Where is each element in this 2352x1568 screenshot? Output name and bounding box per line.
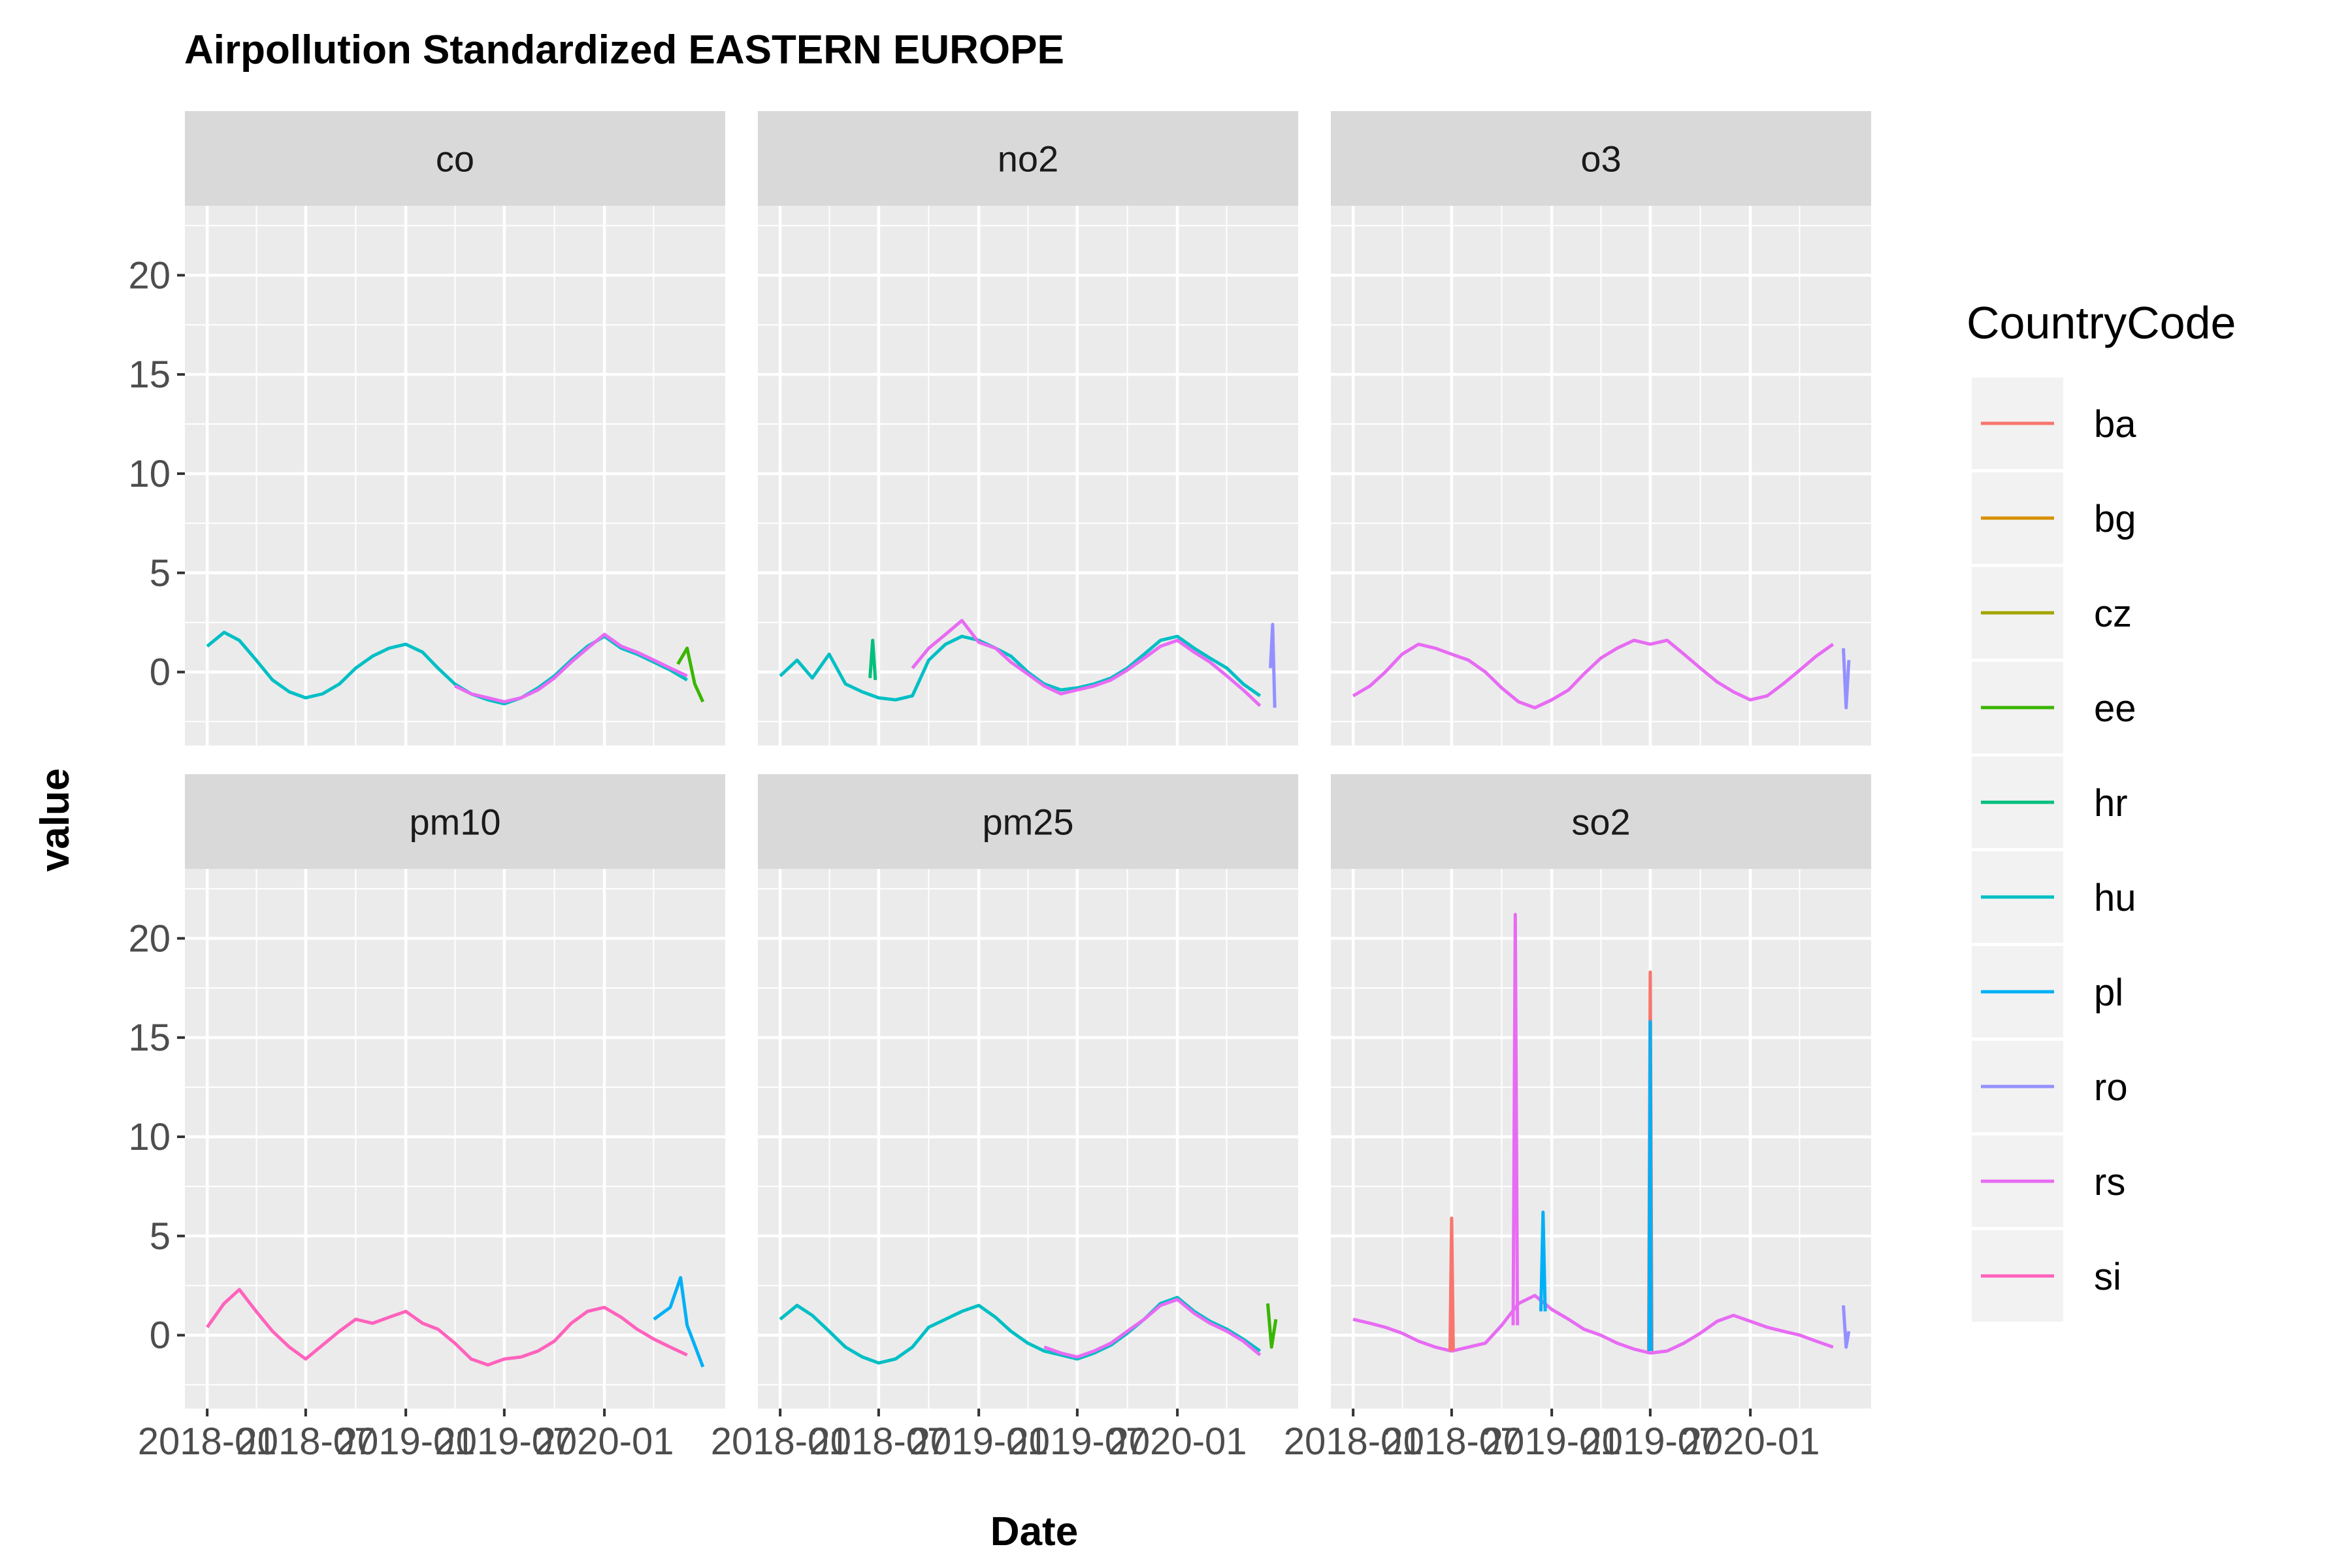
- legend-item-si: si: [1972, 1230, 2121, 1322]
- facet-strip-label: o3: [1580, 139, 1621, 180]
- series-line-rs: [911, 619, 1262, 708]
- facet-strip-label: co: [436, 139, 474, 180]
- x-tick-label: 2019-01: [336, 1420, 476, 1463]
- y-tick-label: 10: [128, 453, 171, 495]
- legend-item-pl: pl: [1972, 946, 2123, 1037]
- series-lines: [206, 1276, 705, 1368]
- legend-item-rs: rs: [1972, 1135, 2125, 1227]
- series-line-pl: [1647, 1020, 1653, 1351]
- chart-title: Airpollution Standardized EASTERN EUROPE: [184, 27, 1064, 73]
- x-tick-label: 2018-01: [138, 1420, 277, 1463]
- series-line-si: [206, 1288, 688, 1367]
- facet-strip: [758, 774, 1298, 869]
- gridlines: [758, 869, 1298, 1409]
- series-line-ee: [1266, 1303, 1278, 1349]
- series-line-rs: [1511, 913, 1520, 1326]
- x-tick-label: 2020-01: [1108, 1420, 1247, 1463]
- y-tick-label: 0: [150, 1315, 171, 1357]
- facet-strip: [758, 111, 1298, 206]
- legend-label: si: [2094, 1256, 2121, 1298]
- x-tick-label: 2018-01: [711, 1420, 850, 1463]
- series-line-rs: [454, 632, 688, 704]
- series-line-ba: [1448, 1217, 1455, 1351]
- y-tick-label: 20: [128, 254, 171, 297]
- legend-item-ee: ee: [1972, 662, 2136, 753]
- series-line-ee: [676, 646, 705, 703]
- x-tick-label: 2019-01: [1482, 1420, 1622, 1463]
- series-line-hu: [779, 634, 1262, 702]
- legend-item-ba: ba: [1972, 378, 2136, 469]
- legend-item-hu: hu: [1972, 851, 2136, 943]
- gridlines: [1331, 206, 1871, 745]
- legend-label: bg: [2094, 498, 2136, 540]
- legend-label: rs: [2094, 1161, 2125, 1203]
- legend: ba bg cz ee hr hu pl ro rs si: [1972, 378, 2136, 1322]
- y-tick-label: 15: [128, 353, 171, 396]
- series-line-ro: [1842, 1305, 1851, 1349]
- legend-item-cz: cz: [1972, 567, 2132, 659]
- x-tick-label: 2019-07: [1580, 1420, 1720, 1463]
- series-lines: [1352, 913, 1851, 1355]
- x-tick-label: 2018-07: [236, 1420, 375, 1463]
- y-tick-label: 10: [128, 1116, 171, 1158]
- facet-strip: [1331, 111, 1871, 206]
- series-line-rs: [1352, 1294, 1834, 1355]
- series-line-hu: [206, 630, 688, 706]
- series-line-ro: [1269, 623, 1277, 708]
- x-tick-label: 2020-01: [535, 1420, 674, 1463]
- legend-label: ee: [2094, 687, 2136, 730]
- series-lines: [1352, 638, 1851, 710]
- legend-label: pl: [2094, 972, 2123, 1014]
- facet-panel-o3: o3: [1331, 111, 1871, 745]
- legend-label: ba: [2094, 403, 2136, 446]
- legend-item-hr: hr: [1972, 757, 2128, 848]
- facet-panel-co: co 0 5 10 15 20: [128, 111, 725, 745]
- facet-panel-pm10: pm10 0 5 10 15 20 2018-012018-072019-012019-07…: [128, 774, 725, 1463]
- legend-label: ro: [2094, 1066, 2128, 1109]
- facet-strip-label: no2: [998, 139, 1058, 180]
- x-tick-label: 2018-07: [1382, 1420, 1521, 1463]
- facet-strip-label: pm25: [982, 802, 1073, 843]
- x-tick-label: 2019-07: [1007, 1420, 1147, 1463]
- series-lines: [206, 630, 705, 706]
- x-tick-label: 2020-01: [1681, 1420, 1820, 1463]
- legend-label: cz: [2094, 593, 2132, 635]
- x-tick-label: 2018-01: [1284, 1420, 1423, 1463]
- y-axis-title: value: [33, 768, 78, 872]
- gridlines: [185, 206, 725, 745]
- facet-panel-no2: no2: [758, 111, 1298, 745]
- x-tick-label: 2019-01: [909, 1420, 1049, 1463]
- x-axis-title: Date: [990, 1509, 1078, 1554]
- x-tick-label: 2019-07: [434, 1420, 574, 1463]
- y-tick-label: 15: [128, 1017, 171, 1059]
- y-tick-label: 5: [150, 1215, 171, 1258]
- gridlines: [185, 869, 725, 1409]
- series-line-pl: [653, 1276, 705, 1368]
- series-line-rs: [1352, 638, 1835, 710]
- facet-strip-label: so2: [1571, 802, 1630, 843]
- legend-label: hr: [2094, 782, 2128, 825]
- series-line-hr: [868, 638, 877, 680]
- series-line-ro: [1842, 648, 1851, 710]
- series-line-pl: [1539, 1210, 1547, 1312]
- facet-strip: [1331, 774, 1871, 869]
- series-line-rs: [1043, 1298, 1262, 1359]
- facet-strip-label: pm10: [409, 802, 500, 843]
- y-tick-label: 20: [128, 917, 171, 960]
- facet-strip: [185, 774, 725, 869]
- y-tick-label: 0: [150, 651, 171, 694]
- y-tick-label: 5: [150, 552, 171, 595]
- legend-item-bg: bg: [1972, 472, 2136, 564]
- series-lines: [779, 619, 1277, 708]
- x-tick-label: 2018-07: [809, 1420, 948, 1463]
- legend-item-ro: ro: [1972, 1041, 2128, 1132]
- legend-label: hu: [2094, 877, 2136, 919]
- series-lines: [779, 1296, 1278, 1365]
- facet-strip: [185, 111, 725, 206]
- legend-title: CountryCode: [1967, 297, 2236, 348]
